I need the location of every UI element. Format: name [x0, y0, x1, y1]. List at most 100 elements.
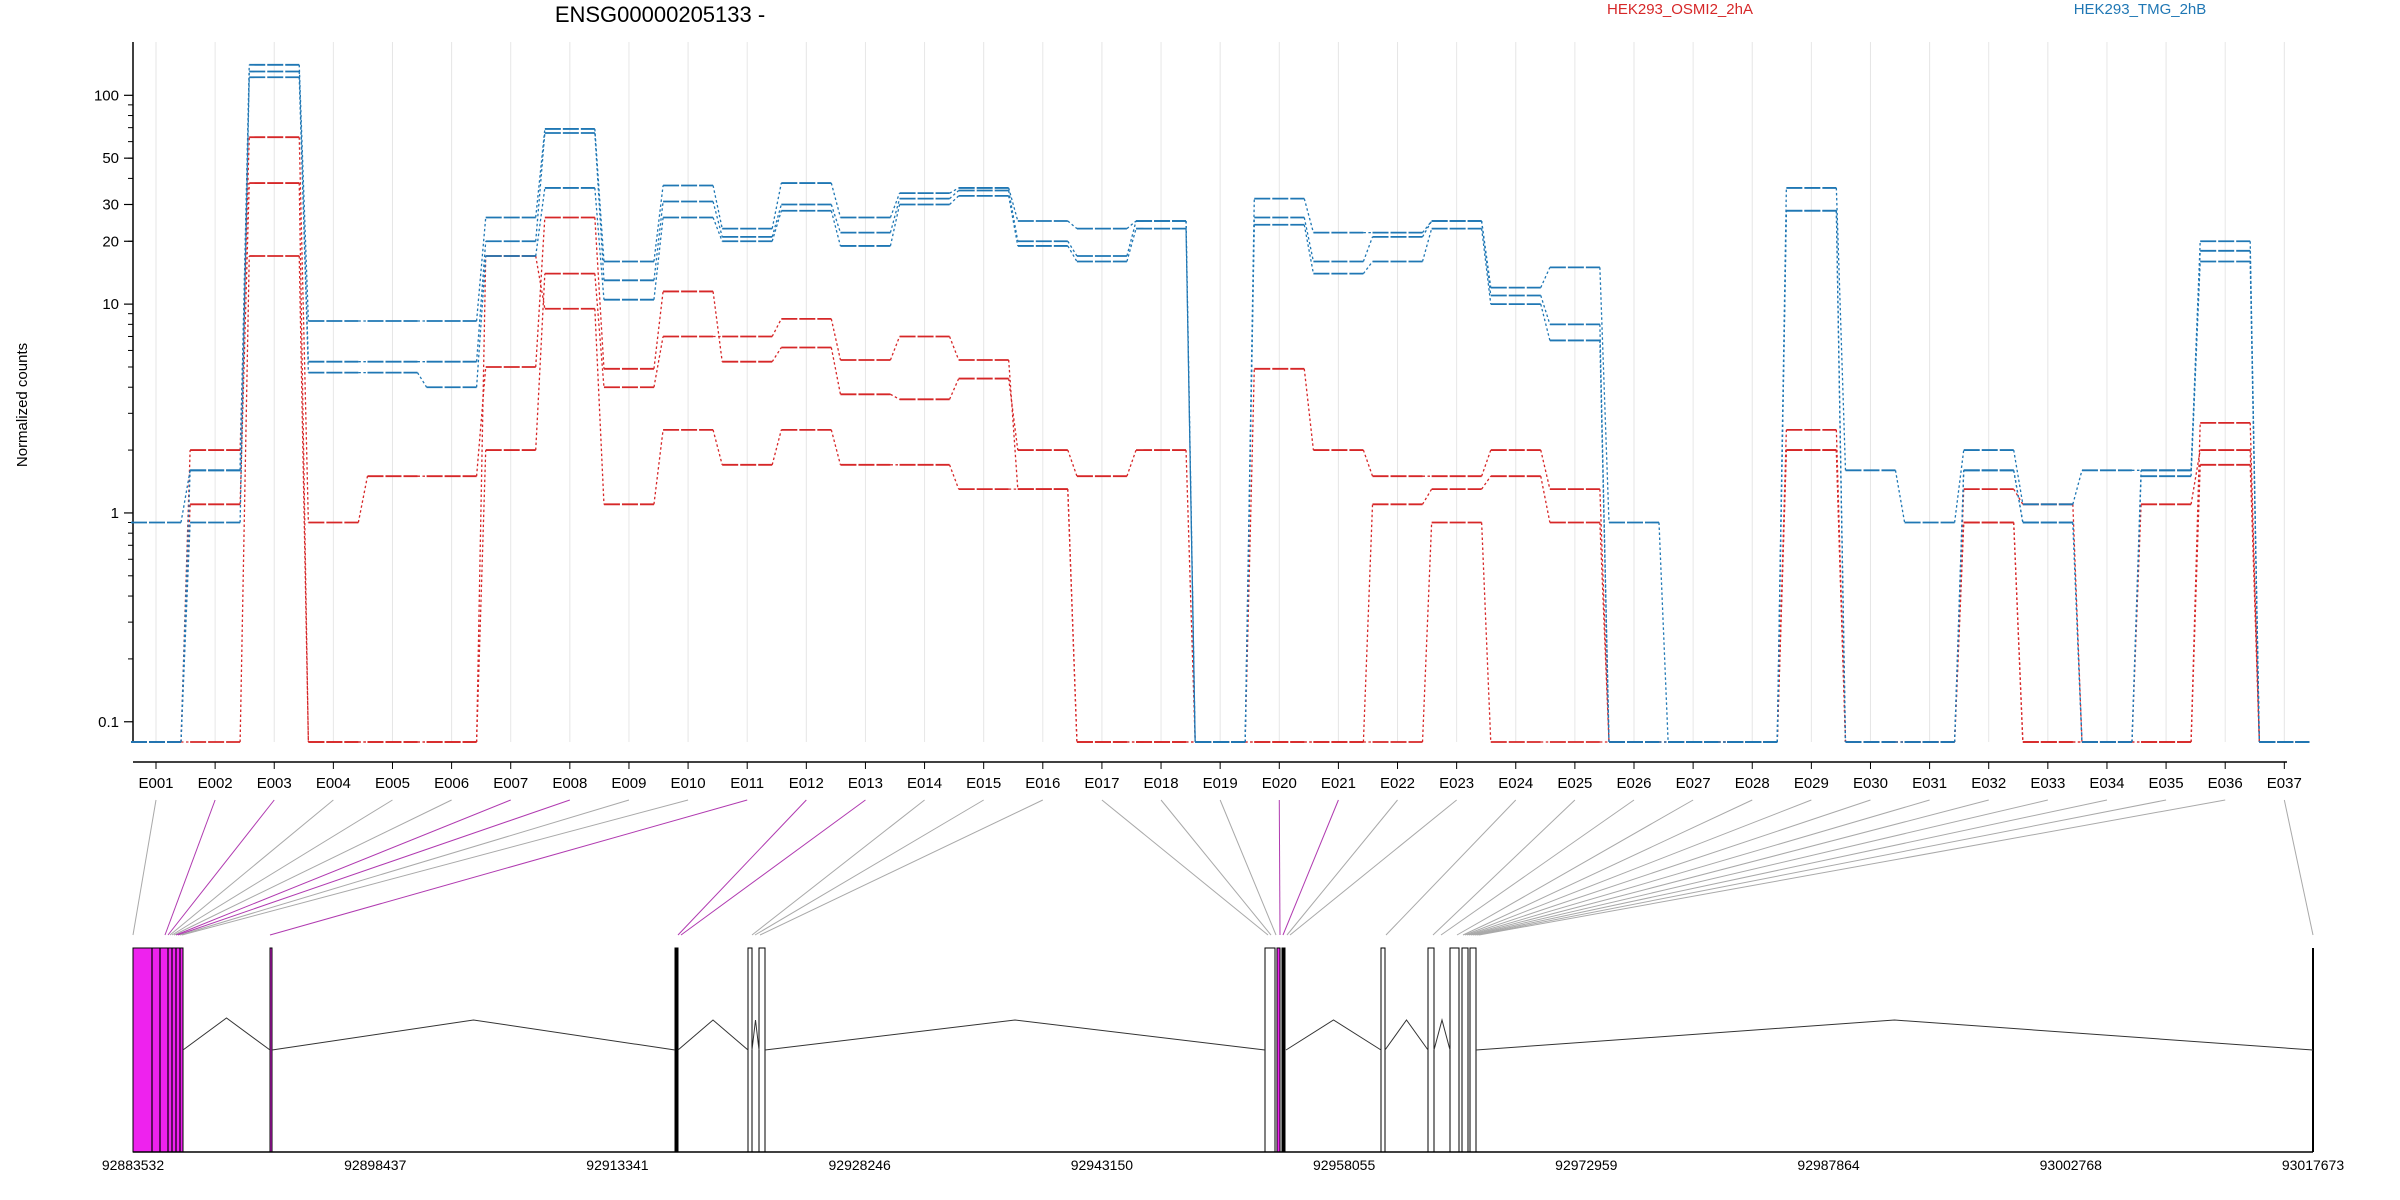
- exon-connector: [1470, 799, 1989, 936]
- exon-transition: [594, 273, 605, 388]
- x-tick-label: E031: [1912, 775, 1947, 792]
- exon-transition: [1008, 378, 1019, 451]
- exon-transition: [239, 71, 250, 471]
- intron-line: [271, 1019, 676, 1051]
- exon-transition: [771, 204, 782, 238]
- exon-transition: [771, 318, 782, 337]
- exon-transition: [830, 182, 842, 218]
- exon-transition: [771, 429, 782, 465]
- y-tick-label: 10: [102, 296, 119, 313]
- exon-transition: [948, 378, 960, 400]
- exon-transition: [1067, 220, 1078, 230]
- y-tick-label: 100: [94, 87, 119, 104]
- intron-line: [1433, 1018, 1451, 1051]
- exon-transition: [1362, 504, 1374, 743]
- genomic-coordinate-label: 92943150: [1071, 1157, 1134, 1173]
- exon-transition: [949, 190, 960, 200]
- exon-block: [1449, 947, 1460, 1153]
- exon-transition: [949, 187, 960, 194]
- series-6-group-1: [131, 76, 2310, 743]
- exon-transition: [830, 429, 842, 465]
- exon-connector: [1478, 799, 2226, 936]
- x-tick-label: E017: [1084, 775, 1119, 792]
- x-tick-label: E023: [1439, 775, 1474, 792]
- genomic-coordinate-label: 92958055: [1313, 1157, 1376, 1173]
- x-tick-label: E002: [198, 775, 233, 792]
- x-tick-label: E032: [1971, 775, 2006, 792]
- exon-transition: [1244, 224, 1255, 743]
- exon-transition: [712, 291, 723, 362]
- exon-transition: [535, 217, 546, 368]
- exon-connector: [1474, 799, 2108, 936]
- exon-transition: [712, 217, 723, 242]
- x-tick-label: E028: [1735, 775, 1770, 792]
- exon-transition: [948, 464, 960, 490]
- exon-transition: [1481, 475, 1492, 490]
- exon-transition: [2190, 449, 2201, 505]
- exon-transition: [239, 255, 250, 743]
- exon-transition: [1540, 267, 1551, 288]
- exon-connector: [1385, 799, 1517, 936]
- exon-transition: [239, 183, 250, 505]
- exon-connector: [1468, 799, 1930, 936]
- genomic-coordinate-label: 92898437: [344, 1157, 407, 1173]
- exon-transition: [1303, 224, 1315, 274]
- exon-transition: [1540, 449, 1551, 490]
- exon-transition: [1126, 228, 1137, 262]
- exon-transition: [2013, 522, 2024, 743]
- genomic-coordinate-label: 92972959: [1555, 1157, 1618, 1173]
- exon-transition: [1067, 240, 1078, 257]
- exon-transition: [830, 204, 842, 233]
- exon-transition: [653, 336, 664, 388]
- x-tick-label: E027: [1676, 775, 1711, 792]
- exon-transition: [653, 291, 664, 369]
- exon-transition: [1540, 295, 1551, 325]
- exon-transition: [653, 429, 664, 505]
- exon-connector: [1466, 799, 1871, 936]
- exon-transition: [475, 366, 487, 477]
- exon-transition: [535, 255, 546, 309]
- exon-transition: [1835, 210, 1847, 743]
- exon-transition: [889, 198, 901, 233]
- x-tick-label: E001: [138, 775, 173, 792]
- exon-transition: [712, 201, 723, 238]
- exon-transition: [475, 255, 487, 743]
- x-tick-label: E011: [730, 775, 764, 792]
- legend-entry-osmi2: HEK293_OSMI2_2hA: [1607, 1, 1753, 18]
- exon-transition: [239, 77, 250, 523]
- exon-transition: [1953, 450, 1965, 523]
- x-tick-label: E025: [1557, 775, 1592, 792]
- x-tick-label: E022: [1380, 775, 1415, 792]
- exon-block: [1427, 947, 1435, 1153]
- exon-transition: [2190, 422, 2201, 743]
- x-tick-label: E008: [552, 775, 587, 792]
- exon-transition: [2249, 464, 2260, 743]
- exon-transition: [1658, 522, 1669, 743]
- exon-connector: [269, 799, 748, 936]
- exon-connector: [173, 799, 452, 936]
- exon-transition: [1185, 221, 1196, 743]
- exon-transition: [1362, 449, 1374, 477]
- gene-model: [132, 947, 2314, 1153]
- exon-connector: [751, 799, 925, 936]
- exon-transition: [594, 128, 605, 262]
- exon-transition: [1008, 187, 1019, 222]
- exon-connector: [175, 799, 511, 936]
- exon-connector: [1472, 799, 2048, 936]
- exon-transition: [712, 429, 723, 465]
- exon-connector: [754, 799, 984, 936]
- x-tick-label: E003: [257, 775, 292, 792]
- x-tick-label: E012: [789, 775, 824, 792]
- x-tick-label: E026: [1616, 775, 1651, 792]
- exon-transition: [1776, 210, 1788, 743]
- exon-transition: [594, 217, 605, 369]
- exon-transition: [475, 450, 487, 743]
- y-tick-label: 1: [111, 505, 119, 522]
- exon-transition: [653, 201, 664, 281]
- exon-connector: [677, 799, 807, 936]
- exon-transition: [1540, 476, 1551, 523]
- exon-transition: [653, 185, 664, 262]
- exon-transition: [475, 255, 487, 388]
- exon-transition: [1185, 228, 1196, 743]
- exon-transition: [1126, 220, 1137, 230]
